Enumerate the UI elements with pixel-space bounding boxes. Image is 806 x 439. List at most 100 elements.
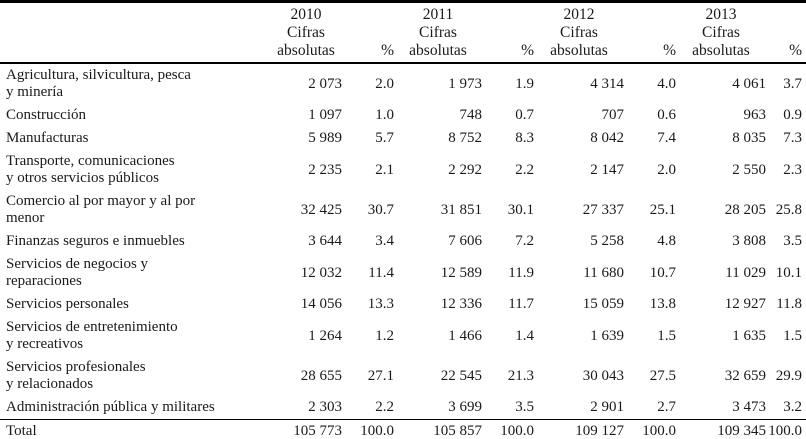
cifras-label-2012: Cifras: [560, 24, 598, 41]
cifras-value: 22 545: [440, 367, 482, 384]
cifras-value: 1 264: [308, 327, 342, 344]
cifras-value: 109 345: [676, 419, 766, 439]
table-row: Manufacturas 5 989 5.7 8 752 8.3 8 042 7.4 8 03…: [0, 127, 806, 150]
cifras-value: 963: [743, 107, 767, 123]
cifras-value: 28 205: [724, 201, 766, 218]
percent-value: 11.7: [508, 296, 534, 312]
cifras-value: 2 303: [308, 399, 342, 415]
cifras-value: 5 258: [590, 233, 624, 249]
percent-value: 27.5: [649, 367, 676, 384]
percent-value: 11.8: [776, 296, 802, 312]
year-header-row: 2010 2011 2012 2013: [0, 2, 806, 25]
cifras-value: 11 029: [725, 264, 766, 281]
absolutas-percent-header-row: absolutas % absolutas % absolutas % abso…: [0, 42, 806, 64]
cifras-value: 32 425: [300, 201, 342, 218]
cifras-value: 2 901: [590, 399, 624, 415]
cifras-value: 30 043: [582, 367, 624, 384]
row-label: Manufacturas: [6, 130, 89, 146]
cifras-value: 5 989: [308, 130, 342, 146]
percent-value: 30.1: [507, 201, 534, 218]
cifras-value: 12 336: [440, 296, 482, 312]
percent-value: 13.8: [649, 296, 676, 312]
percent-value: 2.0: [657, 161, 676, 178]
row-label: Agricultura, silvicultura, pesca y miner…: [6, 67, 191, 100]
row-label: Administración pública y militares: [6, 399, 215, 415]
percent-value: 100.0: [624, 419, 676, 439]
header-spacer: [766, 24, 806, 42]
percent-value: 4.8: [657, 233, 676, 249]
percent-value: 0.7: [515, 107, 534, 123]
percent-value: 8.3: [515, 130, 534, 146]
percent-value: 13.3: [367, 296, 394, 312]
percent-value: 3.7: [783, 75, 802, 92]
percent-value: 2.3: [783, 161, 802, 178]
year-2011-header: 2011: [422, 6, 454, 23]
cifras-value: 12 589: [440, 264, 482, 281]
cifras-value: 1 639: [590, 327, 624, 344]
percent-value: 7.3: [783, 130, 802, 146]
absolutas-label-2011: absolutas: [394, 42, 482, 64]
table-row: Finanzas seguros e inmuebles 3 644 3.4 7 60…: [0, 230, 806, 253]
row-label: Servicios de negocios y reparaciones: [6, 256, 149, 289]
row-label: Servicios de entretenimiento y recreativ…: [6, 319, 178, 352]
cifras-value: 28 655: [300, 367, 342, 384]
cifras-value: 11 680: [583, 264, 624, 281]
header-spacer: [624, 24, 676, 42]
absolutas-label-2010: absolutas: [270, 42, 342, 64]
row-label: Total: [0, 419, 270, 439]
percent-value: 3.2: [783, 399, 802, 415]
cifras-value: 12 032: [300, 264, 342, 281]
percent-value: 100.0: [482, 419, 534, 439]
cifras-value: 4 314: [590, 75, 624, 92]
header-spacer: [342, 24, 394, 42]
cifras-value: 7 606: [448, 233, 482, 249]
row-label: Servicios profesionales y relacionados: [6, 359, 146, 392]
percent-value: 25.8: [775, 201, 802, 218]
cifras-value: 8 035: [732, 130, 766, 146]
cifras-value: 2 550: [732, 161, 766, 178]
percent-value: 5.7: [375, 130, 394, 146]
header-spacer: [766, 2, 806, 25]
cifras-value: 4 061: [732, 75, 766, 92]
cifras-value: 1 097: [308, 107, 342, 123]
cifras-value: 27 337: [582, 201, 624, 218]
table-row: Construcción 1 097 1.0 748 0.7 707 0.6 963 0.9: [0, 104, 806, 127]
cifras-header-row: Cifras Cifras Cifras Cifras: [0, 24, 806, 42]
percent-value: 25.1: [649, 201, 676, 218]
cifras-value: 2 292: [448, 161, 482, 178]
percent-value: 3.5: [783, 233, 802, 249]
header-spacer: [0, 2, 270, 25]
row-label: Transporte, comunicaciones y otros servi…: [6, 153, 175, 186]
header-spacer: [0, 24, 270, 42]
percent-value: 2.0: [375, 75, 394, 92]
percent-value: 1.2: [375, 327, 394, 344]
percent-value: 1.4: [515, 327, 534, 344]
cifras-label-2010: Cifras: [287, 24, 325, 41]
percent-value: 11.4: [368, 264, 394, 281]
header-spacer: [342, 2, 394, 25]
percent-value: 29.9: [775, 367, 802, 384]
absolutas-label-2013: absolutas: [676, 42, 766, 64]
table-row: Comercio al por mayor y al por menor 32 4…: [0, 190, 806, 230]
percent-value: 1.5: [783, 327, 802, 344]
row-label: Comercio al por mayor y al por menor: [6, 193, 196, 226]
percent-value: 2.2: [515, 161, 534, 178]
percent-value: 7.2: [515, 233, 534, 249]
year-2012-header: 2012: [563, 6, 595, 23]
cifras-value: 1 973: [448, 75, 482, 92]
cifras-value: 1 635: [732, 327, 766, 344]
cifras-label-2013: Cifras: [702, 24, 740, 41]
table-row: Servicios de negocios y reparaciones 12 0…: [0, 253, 806, 293]
percent-value: 10.7: [649, 264, 676, 281]
percent-value: 7.4: [657, 130, 676, 146]
header-spacer: [624, 2, 676, 25]
table-row: Agricultura, silvicultura, pesca y miner…: [0, 63, 806, 104]
cifras-value: 748: [459, 107, 483, 123]
table-row: Servicios personales 14 056 13.3 12 336 11.7…: [0, 293, 806, 316]
row-label: Finanzas seguros e inmuebles: [6, 233, 185, 249]
header-spacer: [482, 24, 534, 42]
cifras-value: 31 851: [440, 201, 482, 218]
percent-value: 2.7: [657, 399, 676, 415]
row-label: Construcción: [6, 107, 86, 123]
percent-value: 2.1: [375, 161, 394, 178]
